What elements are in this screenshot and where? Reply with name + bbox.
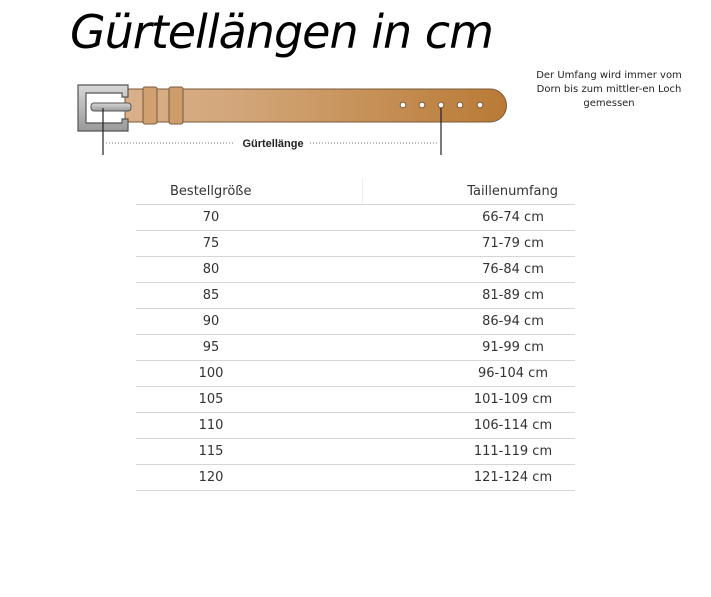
buckle-prong: [90, 102, 132, 112]
waist-cell: 76-84 cm: [362, 256, 575, 283]
waist-cell: 96-104 cm: [362, 360, 575, 387]
belt-hole: [399, 101, 407, 109]
table-row: 95 91-99 cm: [136, 334, 575, 361]
table-row: 90 86-94 cm: [136, 308, 575, 335]
size-cell: 100: [136, 360, 362, 387]
size-cell: 70: [136, 204, 362, 231]
waist-cell: 121-124 cm: [362, 464, 575, 491]
size-cell: 85: [136, 282, 362, 309]
page-title: Gürtellängen in cm: [70, 5, 494, 59]
buckle: [77, 84, 129, 132]
table-row: 120 121-124 cm: [136, 464, 575, 491]
table-row: 115 111-119 cm: [136, 438, 575, 465]
belt-strap: [124, 88, 507, 123]
waist-cell: 111-119 cm: [362, 438, 575, 465]
table-row: 85 81-89 cm: [136, 282, 575, 309]
size-cell: 90: [136, 308, 362, 335]
size-cell: 120: [136, 464, 362, 491]
belt-loop: [168, 86, 184, 125]
waist-cell: 91-99 cm: [362, 334, 575, 361]
size-cell: 110: [136, 412, 362, 439]
waist-cell: 81-89 cm: [362, 282, 575, 309]
waist-cell: 101-109 cm: [362, 386, 575, 413]
table-row: 70 66-74 cm: [136, 204, 575, 231]
waist-cell: 106-114 cm: [362, 412, 575, 439]
table-row: 75 71-79 cm: [136, 230, 575, 257]
size-table: Bestellgröße Taillenumfang 70 66-74 cm 75 7…: [136, 178, 575, 491]
table-header-row: Bestellgröße Taillenumfang: [136, 178, 575, 205]
waist-cell: 71-79 cm: [362, 230, 575, 257]
size-cell: 105: [136, 386, 362, 413]
table-row: 110 106-114 cm: [136, 412, 575, 439]
belt-length-label: Gürtellänge: [242, 138, 303, 150]
size-cell: 115: [136, 438, 362, 465]
belt-hole: [456, 101, 464, 109]
waist-cell: 86-94 cm: [362, 308, 575, 335]
belt-hole: [476, 101, 484, 109]
belt-holes: [399, 101, 484, 109]
measurement-note: Der Umfang wird immer vom Dorn bis zum m…: [536, 70, 682, 109]
table-row: 100 96-104 cm: [136, 360, 575, 387]
size-cell: 80: [136, 256, 362, 283]
belt-hole: [418, 101, 426, 109]
size-cell: 95: [136, 334, 362, 361]
table-row: 80 76-84 cm: [136, 256, 575, 283]
belt-diagram: Gürtellänge: [77, 84, 507, 155]
table-row: 105 101-109 cm: [136, 386, 575, 413]
belt-hole: [437, 101, 445, 109]
size-cell: 75: [136, 230, 362, 257]
belt-loop: [142, 86, 158, 125]
waist-cell: 66-74 cm: [362, 204, 575, 231]
header-order-size: Bestellgröße: [136, 178, 363, 205]
header-waist: Taillenumfang: [362, 178, 575, 205]
